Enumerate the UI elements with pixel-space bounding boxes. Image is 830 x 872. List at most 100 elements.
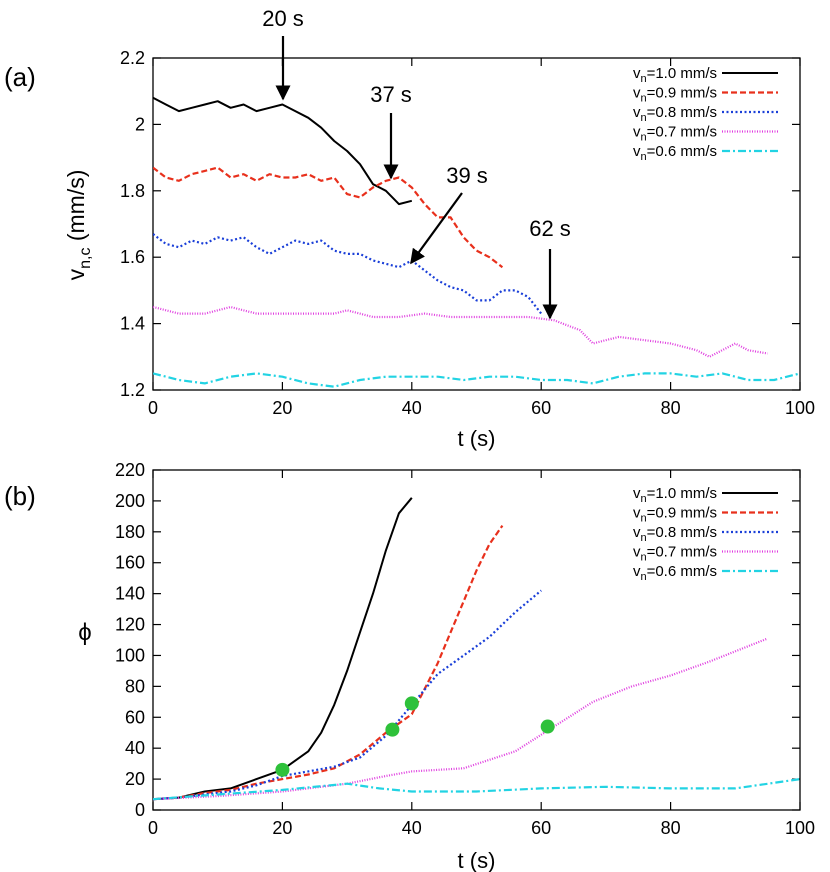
y-axis-label-main: v <box>63 268 89 280</box>
series-group <box>153 497 800 801</box>
y-axis-label-sub: n,c <box>77 248 94 269</box>
legend-entry-label: vn=0.6 mm/s <box>633 143 717 163</box>
y-tick-label: 40 <box>125 738 145 758</box>
legend-label-rest: =0.6 mm/s <box>647 143 717 160</box>
plot-frame <box>152 469 801 811</box>
legend-label-main: v <box>633 563 641 580</box>
series-line-4 <box>153 372 800 388</box>
annotation-label: 20 s <box>262 6 304 31</box>
legend-label-sub: n <box>640 571 646 583</box>
series-line-4 <box>153 778 800 801</box>
y-tick-label: 220 <box>115 460 145 480</box>
transition-marker <box>385 722 400 737</box>
transition-marker <box>540 719 555 734</box>
legend-label-sub: n <box>640 493 646 505</box>
legend-label-main: v <box>633 485 641 502</box>
panel-label: (a) <box>4 62 36 92</box>
y-axis-label: vn,c (mm/s) <box>63 170 94 281</box>
x-tick-label: 40 <box>402 398 422 418</box>
x-tick-label: 20 <box>272 818 292 838</box>
legend-label-rest: =0.8 mm/s <box>647 104 717 121</box>
legend-label-sub: n <box>640 532 646 544</box>
legend: vn=1.0 mm/svn=0.9 mm/svn=0.8 mm/svn=0.7 … <box>633 65 778 163</box>
legend-label-main: v <box>633 124 641 141</box>
y-tick-label: 140 <box>115 584 145 604</box>
x-tick-label: 20 <box>272 398 292 418</box>
x-tick-label: 80 <box>661 818 681 838</box>
x-axis-label: t (s) <box>458 848 496 872</box>
panel-label: (b) <box>4 481 36 511</box>
x-tick-label: 100 <box>785 818 815 838</box>
series-line-0 <box>153 497 413 801</box>
legend-label-sub: n <box>640 552 646 564</box>
x-tick-label: 60 <box>531 818 551 838</box>
legend-label-main: v <box>633 65 641 82</box>
x-tick-label: 0 <box>148 398 158 418</box>
y-tick-label: 80 <box>125 676 145 696</box>
y-tick-label: 180 <box>115 522 145 542</box>
y-tick-label: 2.2 <box>120 48 145 68</box>
legend-label-main: v <box>633 143 641 160</box>
transition-marker <box>404 696 419 711</box>
legend-label-main: v <box>633 104 641 121</box>
x-tick-label: 100 <box>785 398 815 418</box>
y-tick-label: 2 <box>135 114 145 134</box>
legend: vn=1.0 mm/svn=0.9 mm/svn=0.8 mm/svn=0.7 … <box>633 485 778 583</box>
series-line-2 <box>153 233 543 315</box>
x-axis-label: t (s) <box>458 426 496 451</box>
legend-label-rest: =0.9 mm/s <box>647 505 717 522</box>
legend-entry-label: vn=1.0 mm/s <box>633 65 717 85</box>
legend-label-rest: =0.6 mm/s <box>647 563 717 580</box>
legend-label-rest: =0.7 mm/s <box>647 544 717 561</box>
legend-label-sub: n <box>640 93 646 105</box>
chart-panel-b: 0 20 40 60 80 100 0 20 40 60 80 100 120 140 160 180 200 2… <box>4 460 815 872</box>
legend-entry-label: vn=0.9 mm/s <box>633 85 717 105</box>
x-tick-label: 0 <box>148 818 158 838</box>
legend-label-sub: n <box>640 151 646 163</box>
y-tick-label: 200 <box>115 491 145 511</box>
y-tick-label: 160 <box>115 553 145 573</box>
y-tick-label: 20 <box>125 769 145 789</box>
series-line-3 <box>153 637 769 801</box>
legend-label-rest: =0.9 mm/s <box>647 85 717 102</box>
legend-label-rest: =1.0 mm/s <box>647 485 717 502</box>
y-tick-label: 1.2 <box>120 380 145 400</box>
legend-entry-label: vn=0.6 mm/s <box>633 563 717 583</box>
y-tick-label: 1.6 <box>120 247 145 267</box>
plot-frame <box>152 57 801 391</box>
legend-label-sub: n <box>640 132 646 144</box>
legend-label-main: v <box>633 544 641 561</box>
legend-label-sub: n <box>640 112 646 124</box>
annotation-arrow <box>410 192 463 265</box>
y-tick-label: 1.4 <box>120 314 145 334</box>
legend-entry-label: vn=1.0 mm/s <box>633 485 717 505</box>
legend-entry-label: vn=0.9 mm/s <box>633 505 717 525</box>
series-group <box>153 96 800 388</box>
legend-label-main: v <box>633 85 641 102</box>
y-tick-label: 0 <box>135 800 145 820</box>
legend-entry-label: vn=0.8 mm/s <box>633 104 717 124</box>
transition-marker <box>275 762 290 777</box>
series-line-0 <box>153 96 413 206</box>
series-line-3 <box>153 305 768 358</box>
legend-label-rest: =1.0 mm/s <box>647 65 717 82</box>
legend-label-rest: =0.7 mm/s <box>647 124 717 141</box>
legend-label-sub: n <box>640 73 646 85</box>
annotation-label: 37 s <box>370 82 412 107</box>
series-line-2 <box>153 589 542 801</box>
legend-label-sub: n <box>640 513 646 525</box>
y-tick-label: 120 <box>115 615 145 635</box>
y-tick-label: 100 <box>115 645 145 665</box>
legend-label-rest: =0.8 mm/s <box>647 524 717 541</box>
x-tick-label: 40 <box>402 818 422 838</box>
y-axis-label-unit: (mm/s) <box>63 170 89 248</box>
legend-label-main: v <box>633 505 641 522</box>
legend-entry-label: vn=0.7 mm/s <box>633 544 717 564</box>
y-tick-label: 60 <box>125 707 145 727</box>
y-tick-label: 1.8 <box>120 181 145 201</box>
legend-entry-label: vn=0.7 mm/s <box>633 124 717 144</box>
y-axis-label: ϕ <box>78 619 91 646</box>
annotation-label: 62 s <box>529 216 571 241</box>
